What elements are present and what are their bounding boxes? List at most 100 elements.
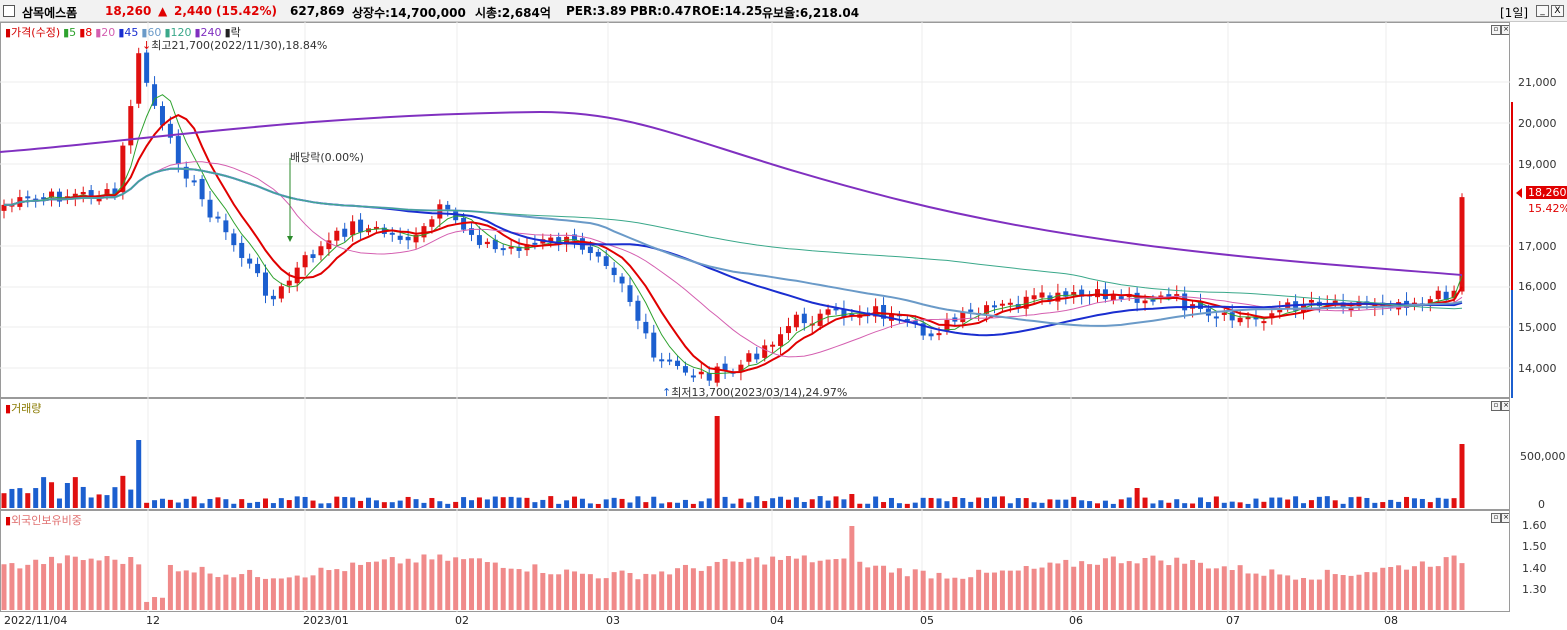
foreign-y-tick: 1.30	[1522, 583, 1547, 596]
volume-bar	[976, 497, 982, 508]
candle-body	[1158, 295, 1164, 298]
volume-bar	[1427, 502, 1433, 508]
candle-body	[136, 53, 142, 104]
foreign-bar	[429, 559, 435, 610]
candle-body	[1118, 296, 1124, 299]
volume-bar	[1285, 499, 1291, 508]
foreign-panel-close-icon[interactable]: ×	[1501, 513, 1509, 523]
candle-body	[785, 326, 791, 334]
foreign-bar	[476, 558, 482, 610]
foreign-bar	[239, 574, 245, 610]
candle-body	[833, 308, 839, 311]
foreign-bar	[199, 566, 205, 610]
foreign-bar	[120, 563, 126, 610]
candle-body	[690, 375, 696, 378]
legend-item[interactable]: ▮가격(수정)	[5, 26, 61, 39]
volume-panel-maximize-icon[interactable]: ▫	[1491, 401, 1501, 411]
period-label[interactable]: [1일]	[1500, 6, 1529, 20]
panel-close-icon[interactable]: ×	[1501, 25, 1509, 35]
candle-body	[445, 204, 451, 210]
volume-bar	[564, 500, 570, 508]
ma60-line	[3, 167, 1463, 327]
volume-bar	[1023, 498, 1029, 508]
foreign-bar	[112, 559, 118, 610]
foreign-bar	[888, 572, 894, 610]
volume-bar	[778, 496, 784, 508]
candle-body	[936, 333, 942, 336]
foreign-bar	[326, 570, 332, 610]
ma5-line	[3, 94, 1463, 375]
foreign-bar	[1063, 559, 1069, 610]
close-button[interactable]: X	[1551, 5, 1564, 17]
candle-body	[310, 254, 316, 258]
volume-bar	[437, 501, 443, 508]
minimize-button[interactable]: _	[1536, 5, 1549, 17]
volume-bar	[1459, 444, 1465, 508]
candle-body	[1213, 316, 1219, 319]
foreign-bar	[738, 561, 744, 610]
listed-shares: 상장수:14,700,000	[352, 6, 466, 20]
legend-item[interactable]: ▮락	[224, 26, 241, 39]
foreign-bar	[603, 578, 609, 610]
volume-bar	[833, 496, 839, 508]
foreign-bar	[619, 570, 625, 610]
foreign-bar	[1221, 566, 1227, 610]
volume-bar	[1015, 498, 1021, 508]
volume-bar	[72, 477, 78, 508]
volume-bar	[334, 496, 340, 508]
foreign-bar	[1293, 579, 1299, 610]
candle-body	[675, 360, 681, 367]
volume-y-tick: 0	[1538, 498, 1545, 511]
volume-chart-panel[interactable]: ▮거래량 ▫ ×	[0, 398, 1510, 510]
price-chart-panel[interactable]: ▮가격(수정) ▮5 ▮8 ▮20 ▮45 ▮60 ▮120 ▮240 ▮락 ▫ ×	[0, 22, 1510, 398]
candle-body	[1079, 289, 1085, 297]
volume-bar	[96, 494, 102, 508]
foreign-bar	[960, 578, 966, 610]
volume-bar	[318, 503, 324, 508]
volume-bar	[920, 497, 926, 508]
x-label: 2022/11/04	[4, 614, 68, 627]
legend-item[interactable]: ▮45	[118, 26, 139, 39]
candle-body	[1031, 295, 1037, 300]
y-tick: 20,000	[1518, 117, 1557, 130]
candle-body	[738, 364, 744, 372]
foreign-bar	[1332, 574, 1338, 610]
candle-body	[659, 359, 665, 362]
foreign-bar	[1182, 563, 1188, 610]
foreign-bar	[564, 569, 570, 610]
candle-body	[33, 198, 39, 201]
volume-panel-close-icon[interactable]: ×	[1501, 401, 1509, 411]
foreign-bar	[1, 564, 7, 610]
foreign-bar	[469, 558, 475, 610]
panel-maximize-icon[interactable]: ▫	[1491, 25, 1501, 35]
legend-item[interactable]: ▮8	[79, 26, 93, 39]
legend-item[interactable]: ▮5	[63, 26, 77, 39]
volume-bar	[152, 500, 158, 508]
candle-body	[746, 353, 752, 362]
legend-item[interactable]: ▮20	[95, 26, 116, 39]
candle-body	[881, 304, 887, 319]
legend-item[interactable]: ▮240	[194, 26, 222, 39]
volume-bar	[1253, 498, 1259, 508]
volume-bar	[247, 502, 253, 508]
stock-name[interactable]: 삼목에스폼	[22, 6, 78, 20]
candle-body	[770, 344, 776, 347]
foreign-bar	[350, 562, 356, 610]
select-checkbox[interactable]	[3, 5, 15, 17]
volume-bar	[231, 503, 237, 508]
volume-bar	[128, 489, 134, 508]
foreign-bar	[1102, 558, 1108, 610]
legend-item[interactable]: ▮120	[164, 26, 192, 39]
candle-body	[1277, 309, 1283, 313]
volume-bar	[1301, 503, 1307, 508]
volume-bar	[1095, 503, 1100, 508]
legend-item[interactable]: ▮60	[141, 26, 162, 39]
foreign-bar	[286, 577, 292, 610]
candle-body	[1427, 299, 1433, 304]
volume-bar	[25, 493, 31, 508]
candle-body	[754, 353, 760, 360]
foreign-panel-maximize-icon[interactable]: ▫	[1491, 513, 1501, 523]
foreign-bar	[1237, 565, 1243, 610]
foreign-bar	[976, 569, 982, 610]
volume-bar	[611, 497, 617, 508]
